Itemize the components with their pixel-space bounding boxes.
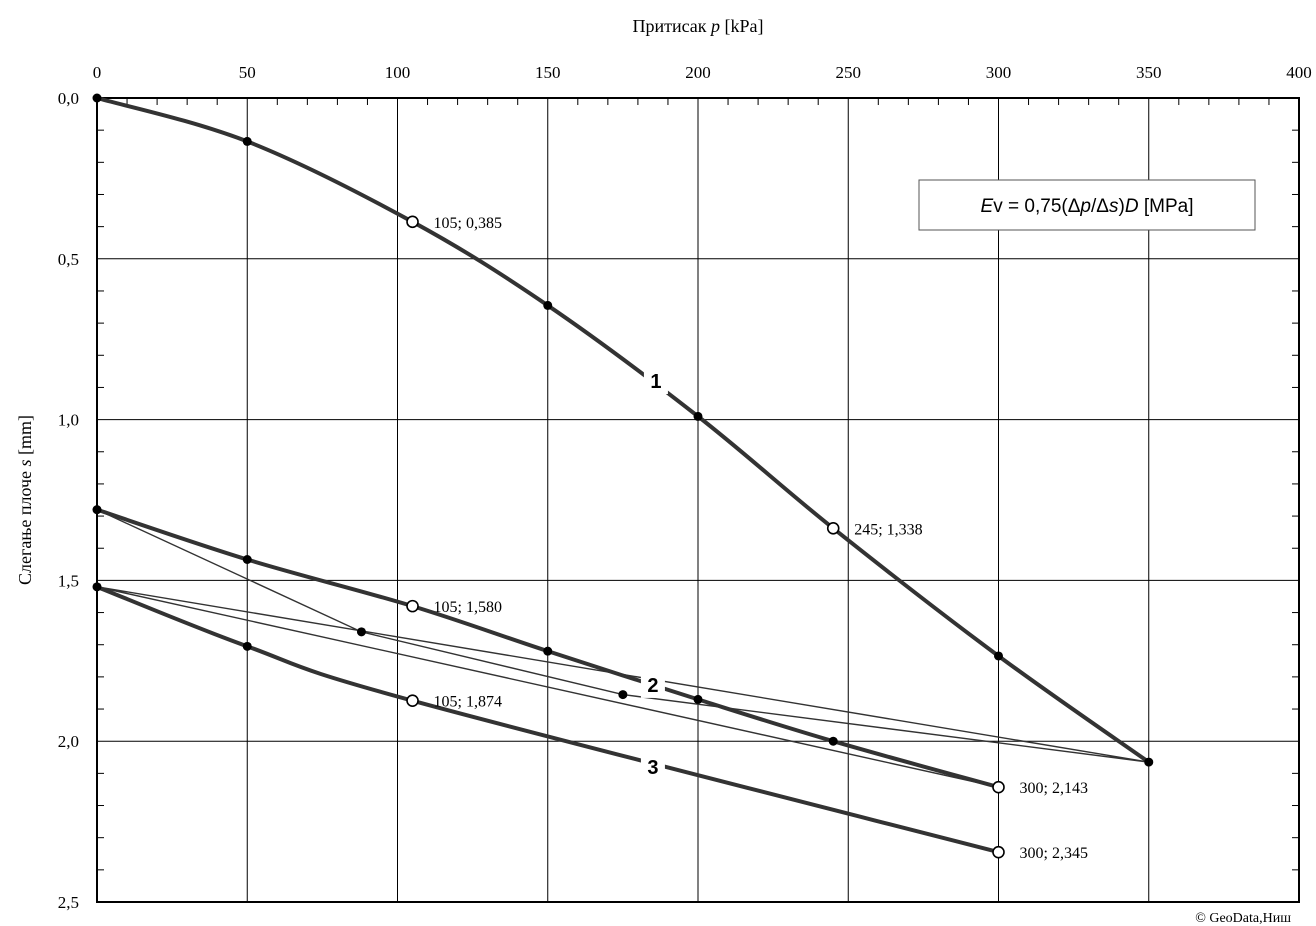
y-tick-label: 0,0 <box>58 89 79 108</box>
x-tick-label: 150 <box>535 63 561 82</box>
x-tick-label: 50 <box>239 63 256 82</box>
point-annotation: 300; 2,143 <box>1020 780 1088 797</box>
labels: 0 50 100 150 200 250 300 350 400 0,0 0,5 1,0 1,5 2,0 2… <box>58 63 1312 912</box>
data-point <box>92 505 102 515</box>
data-point <box>242 641 252 651</box>
x-tick-label: 350 <box>1136 63 1162 82</box>
data-point <box>242 554 252 564</box>
y-tick-label: 0,5 <box>58 250 79 269</box>
point-annotation: 105; 1,580 <box>434 599 502 616</box>
data-point <box>242 136 252 146</box>
data-point <box>92 582 102 592</box>
formula-text: Ev = 0,75(Δp/Δs)D [MPa] <box>981 196 1194 217</box>
x-tick-label: 100 <box>385 63 411 82</box>
unload-reload-line <box>96 509 1149 788</box>
x-tick-label: 200 <box>685 63 711 82</box>
plot-frame <box>96 97 1300 903</box>
x-tick-label: 400 <box>1286 63 1312 82</box>
data-point <box>543 300 553 310</box>
point-annotation: 300; 2,345 <box>1020 845 1088 862</box>
data-point <box>92 93 102 103</box>
data-point <box>1144 757 1154 767</box>
data-point-open <box>406 599 419 613</box>
data-point <box>693 694 703 704</box>
series-label: 2 <box>647 675 658 697</box>
data-point <box>356 627 366 637</box>
data-markers <box>92 93 1154 859</box>
formula-box-frame <box>918 179 1256 231</box>
y-tick-label: 2,5 <box>58 893 79 912</box>
x-tick-label: 0 <box>93 63 102 82</box>
data-point-open <box>992 845 1005 859</box>
tick-marks <box>97 98 1299 871</box>
x-axis-title: Притисак p [kPa] <box>632 16 763 36</box>
data-point <box>693 411 703 421</box>
y-tick-label: 1,5 <box>58 571 79 590</box>
series-line-1 <box>95 96 1151 765</box>
series-label: 1 <box>650 371 661 393</box>
y-axis-title: Слегање плоче s [mm] <box>15 415 35 585</box>
point-annotation: 105; 1,874 <box>434 694 502 711</box>
data-point-open <box>826 522 840 535</box>
x-tick-label: 300 <box>986 63 1012 82</box>
series-line-3 <box>95 584 1001 855</box>
data-point-open <box>992 780 1005 794</box>
data-point <box>543 646 553 656</box>
data-point <box>618 690 628 700</box>
x-tick-label: 250 <box>836 63 862 82</box>
data-point <box>994 651 1003 661</box>
data-point <box>828 736 838 746</box>
series-label-bg <box>643 366 668 395</box>
series-label-bg <box>640 669 665 698</box>
series-label: 3 <box>647 757 658 779</box>
point-annotation: 245; 1,338 <box>854 521 922 538</box>
formula-box: Ev = 0,75(Δp/Δs)D [MPa] <box>918 179 1256 231</box>
credit-text: © GeoData,Ниш <box>1195 911 1291 926</box>
y-tick-label: 2,0 <box>58 732 79 751</box>
series-label-bg <box>640 751 665 780</box>
data-point-open <box>406 215 419 229</box>
y-tick-label: 1,0 <box>58 411 79 430</box>
point-annotation: 105; 0,385 <box>434 215 502 232</box>
data-point-open <box>406 694 419 707</box>
